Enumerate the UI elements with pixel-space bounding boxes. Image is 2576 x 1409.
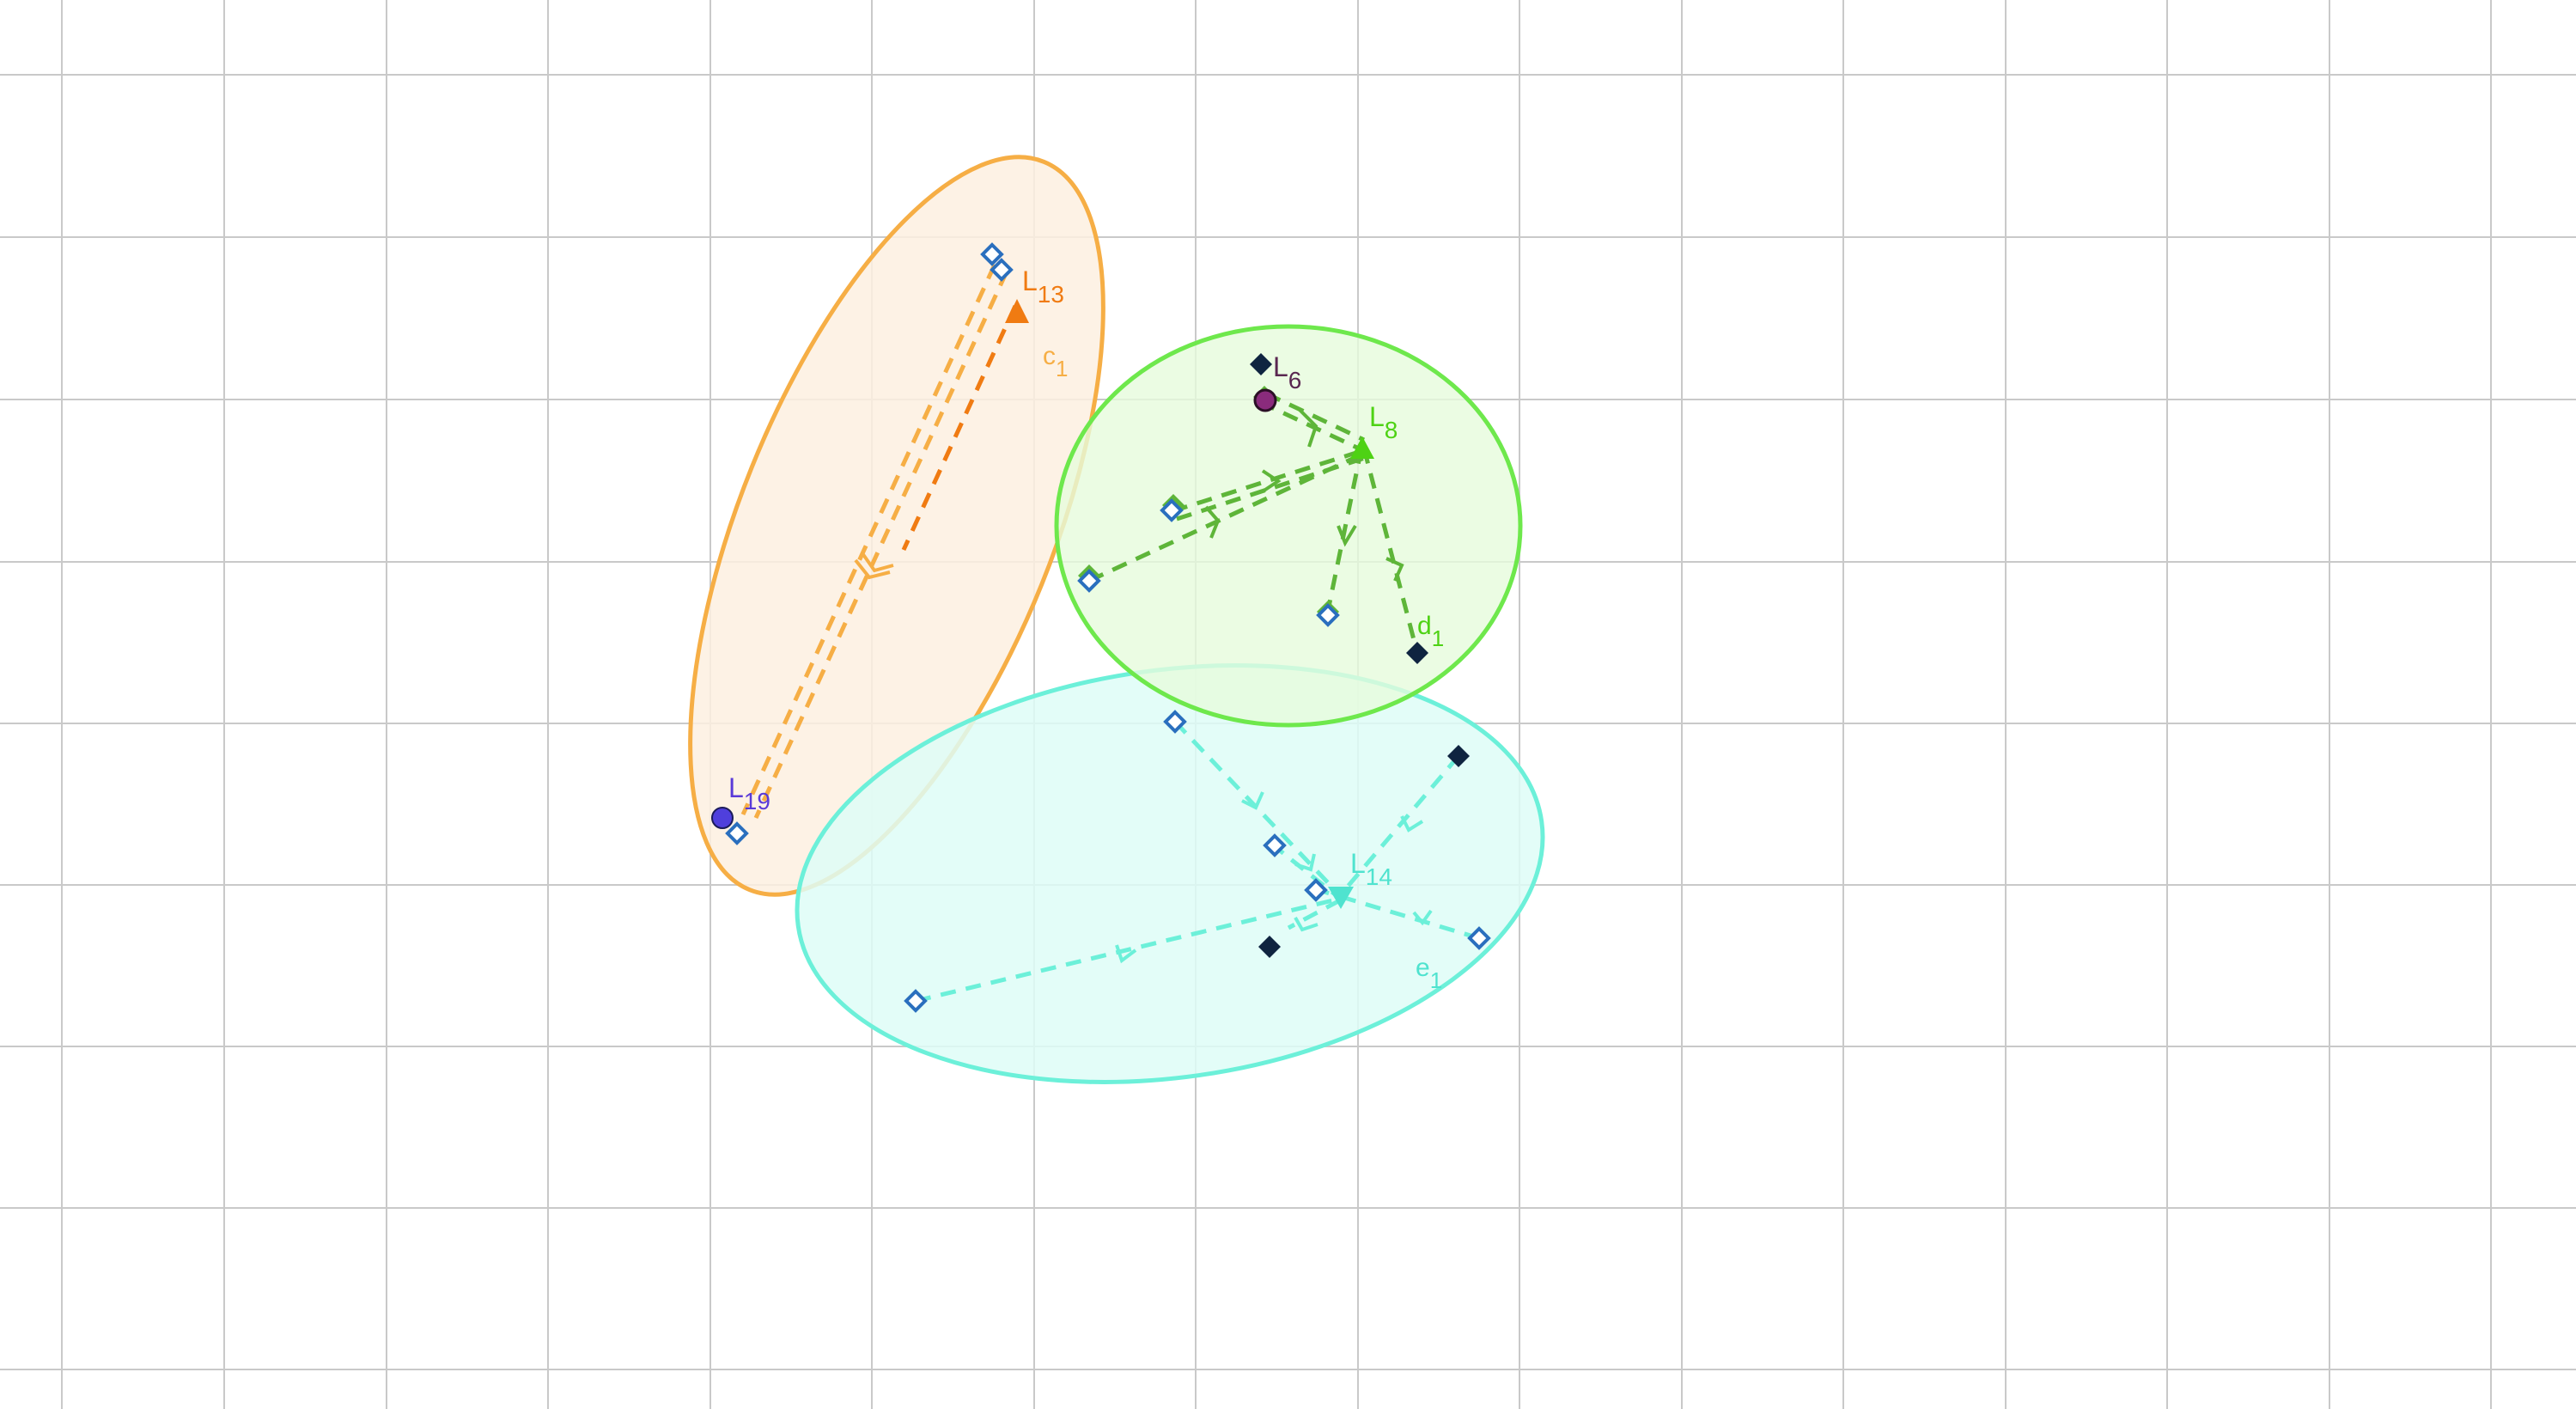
point-diamond-hollow[interactable] bbox=[904, 989, 928, 1013]
point-diamond-hollow[interactable] bbox=[1077, 569, 1101, 593]
label-e1: e1 bbox=[1416, 954, 1442, 993]
point-l19[interactable] bbox=[711, 807, 734, 829]
triangle-l13[interactable] bbox=[1005, 299, 1029, 323]
label-l19: L19 bbox=[728, 772, 770, 814]
point-diamond-hollow[interactable] bbox=[1263, 833, 1287, 857]
cyan-arrow-heads bbox=[1115, 791, 1433, 964]
label-l14: L14 bbox=[1350, 848, 1392, 890]
point-diamond-filled[interactable] bbox=[1406, 642, 1428, 664]
orange-arrow-heads bbox=[854, 552, 894, 580]
orange-dashed-paths bbox=[740, 263, 1018, 820]
svg-text:e1: e1 bbox=[1416, 954, 1442, 993]
point-diamond-hollow[interactable] bbox=[980, 242, 1004, 266]
svg-text:c1: c1 bbox=[1043, 342, 1068, 381]
svg-text:d1: d1 bbox=[1417, 612, 1444, 651]
point-diamond-hollow[interactable] bbox=[1304, 878, 1328, 902]
point-diamond-hollow[interactable] bbox=[1316, 603, 1340, 627]
svg-text:L13: L13 bbox=[1022, 265, 1064, 308]
label-d1: d1 bbox=[1417, 612, 1444, 651]
label-l6: L6 bbox=[1273, 351, 1301, 393]
point-diamond-hollow[interactable] bbox=[990, 258, 1014, 282]
svg-text:L14: L14 bbox=[1350, 848, 1392, 890]
point-diamond-hollow[interactable] bbox=[1467, 926, 1491, 950]
point-l6[interactable] bbox=[1253, 388, 1277, 412]
point-diamond-filled[interactable] bbox=[1447, 745, 1470, 767]
svg-text:L6: L6 bbox=[1273, 351, 1301, 393]
point-diamond-filled[interactable] bbox=[1250, 353, 1272, 375]
point-diamond-filled[interactable] bbox=[1258, 936, 1281, 958]
ellipse-d1[interactable] bbox=[1054, 324, 1523, 728]
triangle-l14[interactable] bbox=[1328, 887, 1354, 909]
label-l8: L8 bbox=[1369, 401, 1398, 443]
svg-text:L8: L8 bbox=[1369, 401, 1398, 443]
point-diamond-hollow[interactable] bbox=[1163, 710, 1187, 734]
triangle-l8[interactable] bbox=[1350, 436, 1374, 459]
green-dashed-paths bbox=[1087, 391, 1420, 654]
label-l13: L13 bbox=[1022, 265, 1064, 308]
green-arrow-heads bbox=[1204, 407, 1404, 582]
point-diamond-hollow[interactable] bbox=[725, 821, 749, 845]
point-diamond-hollow[interactable] bbox=[1160, 498, 1184, 522]
label-c1: c1 bbox=[1043, 342, 1068, 381]
svg-text:L19: L19 bbox=[728, 772, 770, 814]
